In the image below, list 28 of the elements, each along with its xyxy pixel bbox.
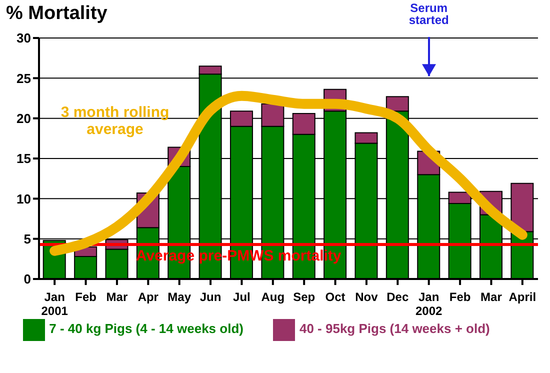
y-tick-label: 5 bbox=[24, 231, 31, 246]
x-tick-label: Oct bbox=[325, 290, 346, 304]
x-tick-label: Jul bbox=[233, 290, 250, 304]
legend-label: 7 - 40 kg Pigs (4 - 14 weeks old) bbox=[49, 321, 244, 336]
x-tick-label: Jan 2002 bbox=[415, 290, 443, 318]
y-tick-label: 20 bbox=[16, 110, 31, 126]
y-tick-label: 10 bbox=[16, 191, 31, 206]
y-tick-label: 15 bbox=[16, 151, 31, 166]
y-tick-label: 0 bbox=[24, 272, 31, 287]
x-tick-label: Feb bbox=[449, 290, 471, 304]
text: Serum started bbox=[408, 1, 450, 27]
x-tick-label: Dec bbox=[386, 290, 409, 304]
x-tick-label: Aug bbox=[261, 290, 285, 304]
x-tick-label: May bbox=[168, 290, 192, 304]
legend-label: 40 - 95kg Pigs (14 weeks + old) bbox=[299, 321, 490, 336]
y-tick-label: 25 bbox=[16, 70, 31, 86]
x-tick-label: Mar bbox=[106, 290, 128, 304]
x-tick-label: Feb bbox=[75, 290, 96, 304]
x-tick-label: Nov bbox=[355, 290, 378, 304]
annotation: 3 month rolling average bbox=[60, 104, 170, 138]
chart-title: % Mortality bbox=[6, 3, 108, 25]
x-tick-label: Sep bbox=[293, 290, 316, 304]
x-tick-label: Jan 2001 bbox=[41, 290, 68, 318]
y-tick-label: 30 bbox=[16, 30, 31, 46]
x-tick-label: April bbox=[508, 290, 536, 304]
x-tick-label: Mar bbox=[480, 290, 502, 304]
x-tick-label: Jun bbox=[200, 290, 222, 304]
x-tick-label: Apr bbox=[138, 290, 159, 304]
